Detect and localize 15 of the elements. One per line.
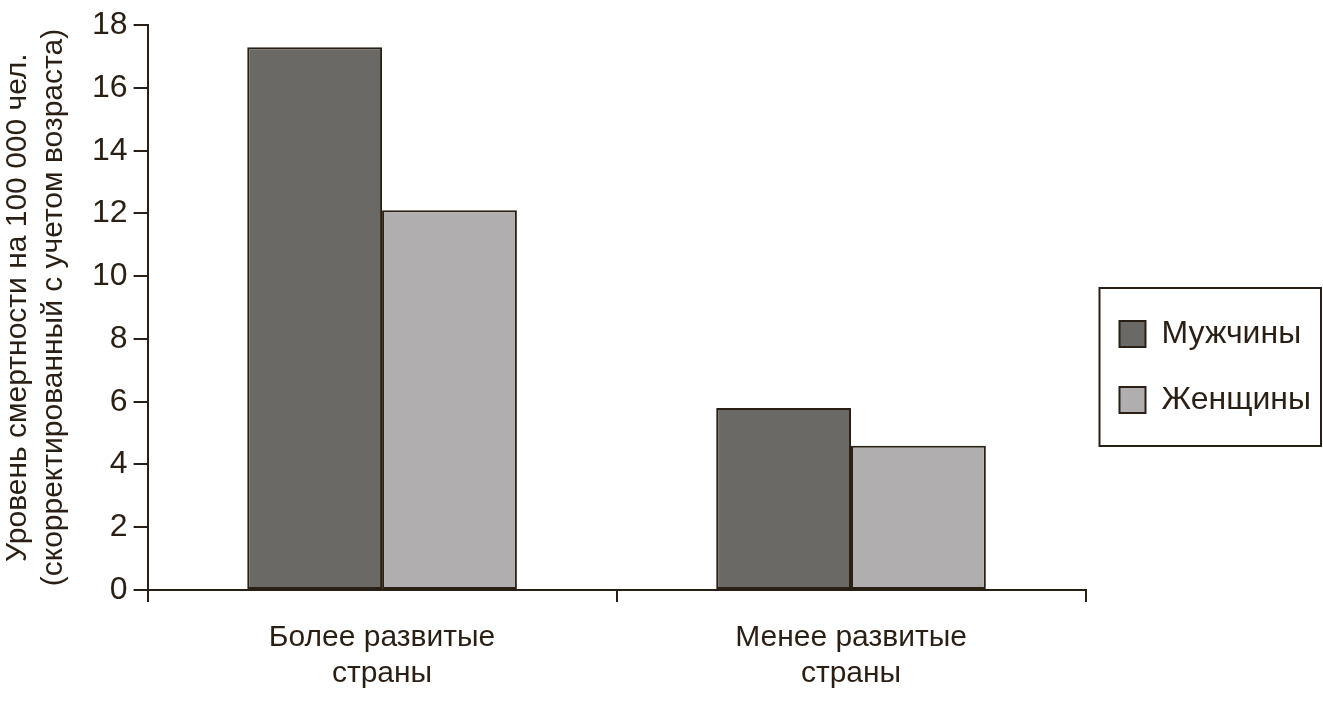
- y-axis-title: Уровень смертности на 100 000 чел. (скорректированный с учетом возраста): [0, 28, 69, 587]
- y-tick-label: 0: [109, 569, 128, 606]
- y-tick-label: 2: [109, 507, 128, 544]
- y-tick-label: 12: [92, 193, 128, 230]
- legend-label: Мужчины: [1161, 313, 1302, 350]
- x-tick-label: Менее развитые страны: [735, 619, 967, 689]
- y-tick-label: 4: [109, 444, 128, 481]
- legend-label: Женщины: [1161, 379, 1311, 416]
- y-tick-label: 18: [92, 5, 128, 42]
- y-tick-label: 16: [92, 67, 128, 104]
- y-tick-label: 8: [109, 318, 128, 355]
- y-tick-label: 14: [92, 130, 128, 167]
- y-tick-label: 10: [92, 256, 128, 293]
- y-tick-label: 6: [109, 381, 128, 418]
- x-tick-label: Более развитые страны: [268, 619, 496, 689]
